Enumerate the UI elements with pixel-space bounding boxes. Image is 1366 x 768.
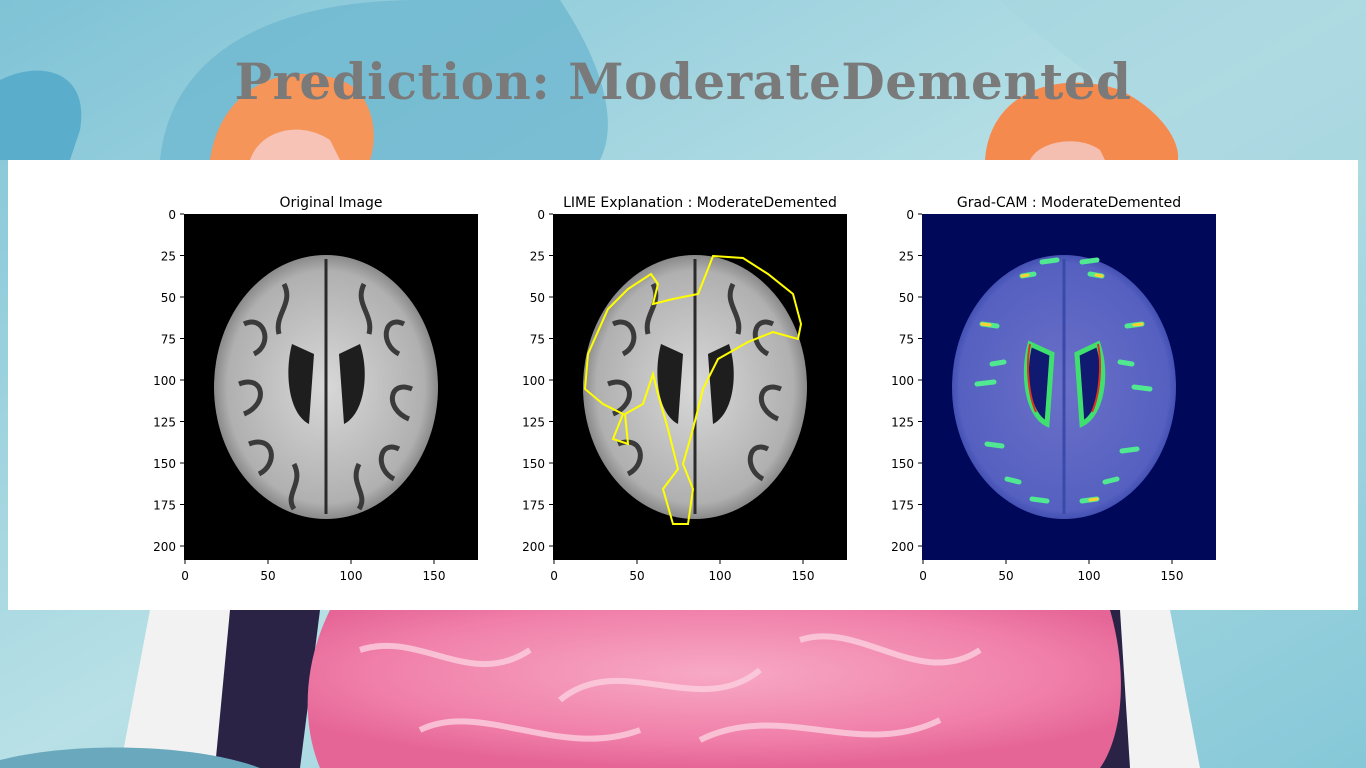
svg-text:50: 50 [530, 291, 545, 305]
lime-explanation-title: LIME Explanation : ModerateDemented [563, 195, 837, 211]
svg-text:150: 150 [522, 457, 545, 471]
svg-text:150: 150 [1161, 569, 1184, 583]
svg-text:150: 150 [423, 569, 446, 583]
original-image-title: Original Image [279, 195, 382, 211]
svg-text:100: 100 [891, 374, 914, 388]
gradcam-x-axis: 0 50 100 150 [919, 560, 1183, 583]
svg-text:100: 100 [1078, 569, 1101, 583]
svg-text:25: 25 [161, 250, 176, 264]
svg-text:0: 0 [550, 569, 558, 583]
svg-text:25: 25 [530, 250, 545, 264]
gradcam-plot: Grad-CAM : ModerateDemented 0 25 50 75 1… [891, 195, 1216, 583]
svg-text:25: 25 [899, 250, 914, 264]
svg-text:0: 0 [168, 208, 176, 222]
svg-text:100: 100 [153, 374, 176, 388]
svg-text:175: 175 [153, 499, 176, 513]
svg-text:200: 200 [891, 540, 914, 554]
svg-text:75: 75 [530, 333, 545, 347]
gradcam-title: Grad-CAM : ModerateDemented [957, 195, 1181, 211]
lime-brain-scan [583, 255, 807, 519]
gradcam-heatmap [952, 255, 1176, 519]
svg-text:50: 50 [629, 569, 644, 583]
svg-text:0: 0 [919, 569, 927, 583]
lime-x-axis: 0 50 100 150 [550, 560, 814, 583]
svg-text:125: 125 [153, 416, 176, 430]
svg-text:75: 75 [161, 333, 176, 347]
svg-text:0: 0 [537, 208, 545, 222]
prediction-title: Prediction: ModerateDemented [234, 52, 1132, 111]
svg-text:0: 0 [181, 569, 189, 583]
svg-text:175: 175 [891, 499, 914, 513]
svg-text:150: 150 [153, 457, 176, 471]
figure-panel: Original Image 0 25 50 75 100 125 150 17… [8, 160, 1358, 610]
lime-explanation-plot: LIME Explanation : ModerateDemented 0 25… [522, 195, 847, 583]
svg-text:50: 50 [260, 569, 275, 583]
svg-text:50: 50 [161, 291, 176, 305]
svg-text:150: 150 [891, 457, 914, 471]
svg-text:125: 125 [891, 416, 914, 430]
svg-text:50: 50 [899, 291, 914, 305]
svg-text:175: 175 [522, 499, 545, 513]
svg-text:150: 150 [792, 569, 815, 583]
original-brain-scan [214, 255, 438, 519]
svg-text:200: 200 [522, 540, 545, 554]
svg-text:100: 100 [522, 374, 545, 388]
svg-text:125: 125 [522, 416, 545, 430]
svg-text:100: 100 [340, 569, 363, 583]
svg-text:50: 50 [998, 569, 1013, 583]
svg-text:200: 200 [153, 540, 176, 554]
gradcam-y-axis: 0 25 50 75 100 125 150 175 200 [891, 208, 922, 554]
original-image-y-axis: 0 25 50 75 100 125 150 175 200 [153, 208, 184, 554]
lime-y-axis: 0 25 50 75 100 125 150 175 200 [522, 208, 553, 554]
svg-text:0: 0 [906, 208, 914, 222]
original-image-plot: Original Image 0 25 50 75 100 125 150 17… [153, 195, 478, 583]
svg-text:100: 100 [709, 569, 732, 583]
original-image-x-axis: 0 50 100 150 [181, 560, 445, 583]
svg-text:75: 75 [899, 333, 914, 347]
lime-boundary [583, 254, 803, 525]
